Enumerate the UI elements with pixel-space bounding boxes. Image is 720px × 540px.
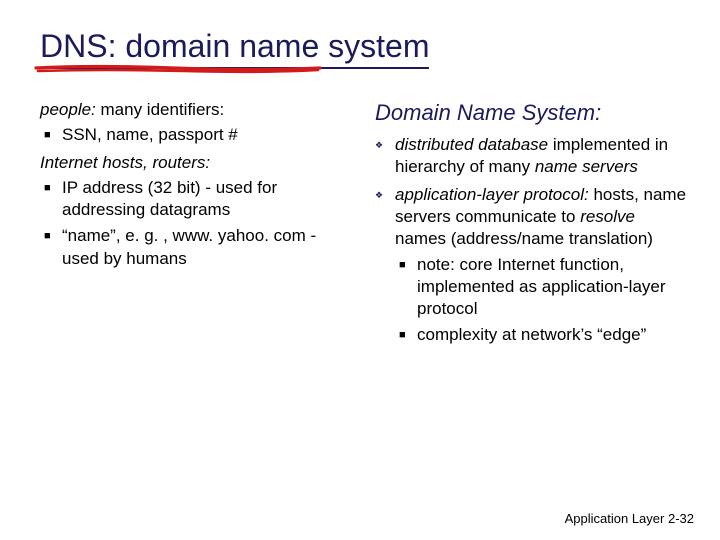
right-heading: Domain Name System:: [375, 99, 688, 128]
list-item: ■ note: core Internet function, implement…: [395, 254, 688, 320]
square-bullet-icon: ■: [399, 328, 406, 342]
list-item: ❖ application-layer protocol: hosts, nam…: [375, 184, 688, 347]
list-item: ■ “name”, e. g. , www. yahoo. com - used …: [40, 225, 353, 269]
diamond-bullet-icon: ❖: [375, 140, 383, 152]
left-lead-people: people: many identifiers:: [40, 99, 353, 121]
footer-page: 2-32: [668, 511, 694, 526]
item-text: IP address (32 bit) - used for addressin…: [62, 178, 277, 219]
item-text: “name”, e. g. , www. yahoo. com - used b…: [62, 226, 316, 267]
square-bullet-icon: ■: [44, 229, 51, 243]
diamond-bullet-icon: ❖: [375, 190, 383, 202]
slide-title: DNS: domain name system: [40, 28, 429, 69]
left-list-2: ■ IP address (32 bit) - used for addressi…: [40, 177, 353, 269]
square-bullet-icon: ■: [399, 258, 406, 272]
em2: name servers: [535, 157, 638, 176]
footer-chapter: Application Layer: [565, 511, 665, 526]
slide-footer: Application Layer 2-32: [565, 511, 694, 526]
square-bullet-icon: ■: [44, 181, 51, 195]
list-item: ■ IP address (32 bit) - used for addressi…: [40, 177, 353, 221]
list-item: ■ SSN, name, passport #: [40, 124, 353, 146]
list-item: ❖ distributed database implemented in hi…: [375, 134, 688, 178]
em3: application-layer protocol:: [395, 185, 589, 204]
content-columns: people: many identifiers: ■ SSN, name, pa…: [40, 99, 688, 352]
left-column: people: many identifiers: ■ SSN, name, pa…: [40, 99, 353, 352]
item-text: note: core Internet function, implemente…: [417, 255, 666, 318]
lead-people-rest: many identifiers:: [96, 100, 225, 119]
left-list-1: ■ SSN, name, passport #: [40, 124, 353, 146]
item-text: distributed database implemented in hier…: [395, 135, 668, 176]
right-sublist: ■ note: core Internet function, implement…: [395, 254, 688, 346]
item-text: complexity at network’s “edge”: [417, 325, 646, 344]
left-lead-hosts: Internet hosts, routers:: [40, 152, 353, 174]
right-column: Domain Name System: ❖ distributed databa…: [375, 99, 688, 352]
title-block: DNS: domain name system: [40, 28, 688, 69]
lead-people-italic: people:: [40, 100, 96, 119]
item-text: SSN, name, passport #: [62, 125, 238, 144]
right-list: ❖ distributed database implemented in hi…: [375, 134, 688, 347]
list-item: ■ complexity at network’s “edge”: [395, 324, 688, 346]
t3: names (address/name translation): [395, 229, 653, 248]
em1: distributed database: [395, 135, 548, 154]
em4: resolve: [580, 207, 635, 226]
item-text: application-layer protocol: hosts, name …: [395, 185, 686, 248]
square-bullet-icon: ■: [44, 128, 51, 142]
